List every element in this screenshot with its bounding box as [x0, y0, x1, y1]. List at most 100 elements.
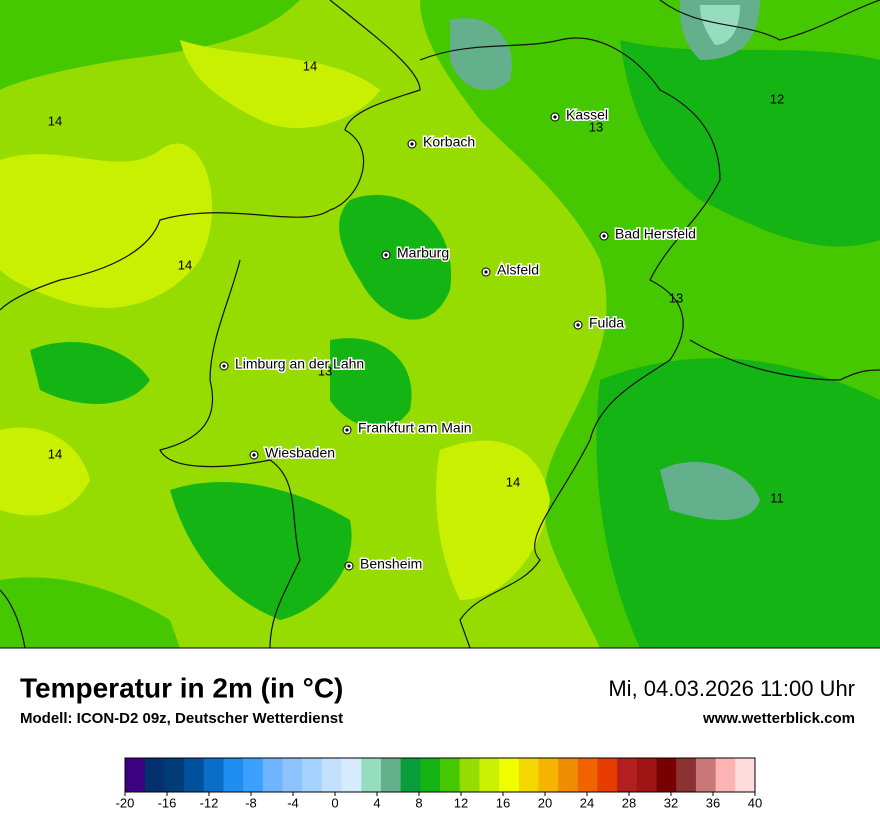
datetime: Mi, 04.03.2026 11:00 Uhr	[608, 676, 855, 701]
colorbar-segment	[459, 758, 480, 792]
temperature-area	[700, 5, 740, 45]
temperature-area	[436, 440, 550, 600]
temperature-area	[180, 40, 380, 129]
title: Temperatur in 2m (in °C)	[20, 672, 343, 703]
city-marker-dot	[602, 234, 606, 238]
city-marker-dot	[222, 364, 226, 368]
colorbar-segment	[695, 758, 717, 792]
city-label: Marburg	[397, 245, 449, 261]
colorbar-segment	[223, 758, 244, 792]
website: www.wetterblick.com	[702, 710, 855, 727]
temperature-area	[330, 338, 412, 429]
colorbar-tick-label: 12	[454, 795, 468, 810]
colorbar-segment	[321, 758, 343, 792]
colorbar-segment	[636, 758, 658, 792]
colorbar-segment	[538, 758, 559, 792]
temperature-area	[660, 461, 760, 520]
colorbar-segment	[262, 758, 283, 792]
colorbar-tick-label: 4	[373, 795, 380, 810]
colorbar-segment	[656, 758, 677, 792]
city-marker-dot	[410, 142, 414, 146]
city-label: Fulda	[589, 315, 624, 331]
city-marker-dot	[484, 270, 488, 274]
border	[0, 589, 26, 649]
temperature-area	[0, 143, 213, 308]
colorbar-tick-label: 24	[580, 795, 594, 810]
isotherm-label: 13	[589, 119, 603, 134]
temperature-area	[339, 194, 452, 320]
colorbar-tick-label: -20	[116, 795, 135, 810]
model: Modell: ICON-D2 09z, Deutscher Wetterdie…	[20, 710, 343, 727]
city-marker-dot	[576, 323, 580, 327]
colorbar-tick-label: 28	[622, 795, 636, 810]
colorbar-segment	[518, 758, 539, 792]
colorbar-tick-label: 8	[415, 795, 422, 810]
isotherm-label: 14	[48, 113, 62, 128]
colorbar-segment	[341, 758, 362, 792]
city-label: Alsfeld	[497, 262, 539, 278]
colorbar-segment	[302, 758, 323, 792]
border	[419, 37, 721, 649]
colorbar-segment	[243, 758, 264, 792]
isotherm-label: 14	[178, 257, 192, 272]
colorbar-segment	[361, 758, 382, 792]
city-label: Frankfurt am Main	[358, 420, 472, 436]
temperature-area	[0, 427, 90, 516]
colorbar-tick-label: 0	[331, 795, 338, 810]
colorbar-segment	[380, 758, 402, 792]
colorbar-tick-label: 16	[496, 795, 510, 810]
city-label: Bad Hersfeld	[615, 226, 696, 242]
colorbar-segment	[617, 758, 638, 792]
border	[659, 0, 880, 41]
isotherm-label: 14	[48, 446, 62, 461]
colorbar-tick-label: 20	[538, 795, 552, 810]
isotherm-label: 13	[669, 290, 683, 305]
city-marker-dot	[345, 428, 349, 432]
colorbar-tick-label: -8	[245, 795, 257, 810]
colorbar-segment	[203, 758, 224, 792]
city-marker-dot	[252, 453, 256, 457]
temperature-area	[30, 341, 150, 404]
colorbar-tick-label: 32	[664, 795, 678, 810]
city-marker-dot	[347, 564, 351, 568]
colorbar-tick-label: -4	[287, 795, 299, 810]
colorbar-segment	[577, 758, 598, 792]
colorbar-segment	[164, 758, 185, 792]
isotherm-label: 12	[770, 91, 784, 106]
temperature-area	[0, 577, 180, 648]
border	[689, 339, 880, 381]
colorbar-segment	[400, 758, 421, 792]
city-label: Kassel	[566, 107, 608, 123]
colorbar-tick-label: -16	[158, 795, 177, 810]
colorbar-segment	[499, 758, 520, 792]
city-label: Korbach	[423, 134, 475, 150]
colorbar-segment	[479, 758, 500, 792]
border	[0, 0, 421, 311]
colorbar: -20 -16 -12 -8 -4 0 4 8 12 16 20 24 28 32 36 40	[116, 757, 762, 810]
city-label: Wiesbaden	[265, 445, 335, 461]
border	[159, 259, 301, 649]
temperature-area	[450, 18, 512, 91]
colorbar-tick-label: 36	[706, 795, 720, 810]
city-marker-dot	[553, 115, 557, 119]
colorbar-segment	[184, 758, 205, 792]
colorbar-frame	[124, 757, 756, 793]
colorbar-segment	[715, 758, 736, 792]
isotherm-label: 14	[303, 58, 317, 73]
colorbar-segment	[440, 758, 461, 792]
colorbar-tick-label: 40	[748, 795, 762, 810]
colorbar-segment	[597, 758, 618, 792]
isotherm-label: 11	[770, 490, 784, 505]
colorbar-segment	[282, 758, 303, 792]
isotherm-label: 13	[318, 363, 332, 378]
colorbar-segment	[144, 758, 165, 792]
colorbar-tick-label: -12	[200, 795, 219, 810]
city-label: Limburg an der Lahn	[235, 356, 364, 372]
colorbar-segment	[420, 758, 441, 792]
colorbar-segment	[676, 758, 697, 792]
city-label: Bensheim	[360, 556, 422, 572]
temperature-area	[620, 40, 880, 247]
colorbar-segment	[735, 758, 756, 792]
